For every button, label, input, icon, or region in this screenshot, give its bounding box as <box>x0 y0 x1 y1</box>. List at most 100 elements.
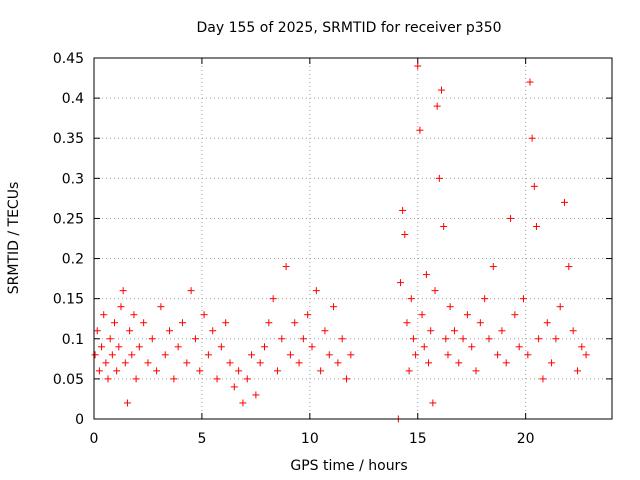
data-point <box>414 62 422 70</box>
data-point <box>420 343 428 351</box>
data-point <box>485 335 493 343</box>
data-point <box>183 359 191 367</box>
data-point <box>431 287 439 295</box>
data-point <box>502 359 510 367</box>
data-point <box>433 102 441 110</box>
data-point <box>191 335 199 343</box>
data-point <box>412 351 420 359</box>
data-point <box>273 367 281 375</box>
data-point <box>187 287 195 295</box>
data-point <box>334 359 342 367</box>
data-point <box>416 126 424 134</box>
data-point <box>330 303 338 311</box>
data-point <box>582 351 590 359</box>
data-point <box>498 327 506 335</box>
data-point <box>435 174 443 182</box>
data-point <box>128 351 136 359</box>
data-point <box>425 359 433 367</box>
data-point <box>409 335 417 343</box>
data-point <box>507 214 515 222</box>
data-point <box>291 319 299 327</box>
y-tick-label: 0.25 <box>53 211 84 227</box>
y-tick-label: 0.3 <box>62 171 84 187</box>
data-point <box>578 343 586 351</box>
data-point <box>338 335 346 343</box>
data-point <box>100 311 108 319</box>
data-point <box>427 327 435 335</box>
data-point <box>405 367 413 375</box>
data-point <box>222 319 230 327</box>
data-point <box>95 367 103 375</box>
data-point <box>269 295 277 303</box>
data-point <box>312 287 320 295</box>
data-point <box>446 303 454 311</box>
data-point <box>442 335 450 343</box>
y-tick-label: 0.45 <box>53 51 84 67</box>
data-point <box>239 399 247 407</box>
data-point <box>135 343 143 351</box>
data-point <box>565 263 573 271</box>
data-point <box>174 343 182 351</box>
data-point <box>407 295 415 303</box>
data-point <box>489 263 497 271</box>
data-point <box>455 359 463 367</box>
data-points <box>91 62 590 423</box>
data-point <box>552 335 560 343</box>
data-point <box>200 311 208 319</box>
y-tick-label: 0.2 <box>62 252 84 268</box>
data-point <box>429 399 437 407</box>
data-point <box>418 311 426 319</box>
data-point <box>243 375 251 383</box>
x-tick-label: 15 <box>409 431 427 447</box>
data-point <box>556 303 564 311</box>
data-point <box>209 327 217 335</box>
data-point <box>399 206 407 214</box>
data-point <box>91 351 99 359</box>
data-point <box>226 359 234 367</box>
y-tick-label: 0.05 <box>53 372 84 388</box>
data-point <box>204 351 212 359</box>
data-point <box>256 359 264 367</box>
data-point <box>532 222 540 230</box>
chart-title: Day 155 of 2025, SRMTID for receiver p35… <box>196 20 501 36</box>
data-point <box>308 343 316 351</box>
data-point <box>278 335 286 343</box>
data-point <box>494 351 502 359</box>
x-tick-label: 0 <box>90 431 99 447</box>
data-point <box>463 311 471 319</box>
data-point <box>119 287 127 295</box>
data-point <box>106 335 114 343</box>
data-point <box>476 319 484 327</box>
data-point <box>444 351 452 359</box>
data-point <box>440 222 448 230</box>
data-point <box>321 327 329 335</box>
data-point <box>299 335 307 343</box>
data-point <box>450 327 458 335</box>
y-axis-label: SRMTID / TECUs <box>6 182 22 295</box>
data-point <box>170 375 178 383</box>
data-point <box>108 351 116 359</box>
y-tick-label: 0.35 <box>53 131 84 147</box>
data-point <box>117 303 125 311</box>
data-point <box>286 351 294 359</box>
x-axis: 0 5 10 15 20 <box>90 58 535 447</box>
x-axis-label: GPS time / hours <box>290 458 407 474</box>
data-point <box>166 327 174 335</box>
data-point <box>403 319 411 327</box>
data-point <box>248 351 256 359</box>
data-point <box>515 343 523 351</box>
data-point <box>144 359 152 367</box>
data-point <box>535 335 543 343</box>
plot-frame <box>93 57 613 420</box>
data-point <box>121 359 129 367</box>
data-point <box>140 319 148 327</box>
data-point <box>282 263 290 271</box>
y-tick-label: 0.4 <box>62 91 84 107</box>
data-point <box>126 327 134 335</box>
data-point <box>252 391 260 399</box>
y-tick-label: 0.1 <box>62 332 84 348</box>
y-tick-label: 0 <box>75 412 84 428</box>
data-point <box>157 303 165 311</box>
data-point <box>123 399 131 407</box>
